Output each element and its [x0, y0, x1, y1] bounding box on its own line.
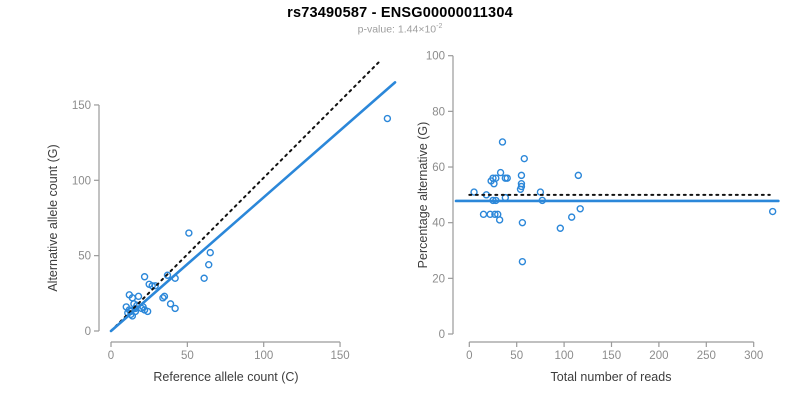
- svg-text:150: 150: [602, 350, 621, 362]
- left-x-axis-title: Reference allele count (C): [153, 370, 299, 384]
- plot-title: rs73490587 - ENSG00000011304: [287, 5, 513, 21]
- svg-text:150: 150: [72, 100, 91, 112]
- svg-text:100: 100: [555, 350, 574, 362]
- svg-text:60: 60: [432, 162, 445, 174]
- right-scatter-panel: 0 50 100 150 200 250 300 0 20 40 60 80 100: [426, 51, 780, 362]
- pvalue-mantissa: 1.44×10: [397, 23, 437, 36]
- left-y-axis-title: Alternative allele count (G): [46, 144, 60, 292]
- svg-text:40: 40: [432, 218, 445, 230]
- svg-text:0: 0: [439, 329, 445, 341]
- left-scatter-panel: 0 50 100 150 0 50 100 150: [72, 60, 397, 362]
- svg-text:50: 50: [181, 350, 194, 362]
- pvalue-exponent: -2: [436, 23, 443, 30]
- svg-text:200: 200: [649, 350, 668, 362]
- pvalue-label: p-value:: [357, 23, 395, 36]
- svg-text:50: 50: [510, 350, 523, 362]
- svg-text:50: 50: [78, 251, 91, 263]
- pvalue-subtitle: p-value: 1.44×10-2: [0, 23, 800, 36]
- svg-text:150: 150: [330, 350, 349, 362]
- right-y-axis-title: Percentage alternative (G): [416, 121, 430, 269]
- svg-text:20: 20: [432, 273, 445, 285]
- svg-text:100: 100: [72, 175, 91, 187]
- svg-text:250: 250: [697, 350, 716, 362]
- svg-text:300: 300: [744, 350, 763, 362]
- svg-text:100: 100: [254, 350, 273, 362]
- svg-text:0: 0: [466, 350, 472, 362]
- svg-text:0: 0: [85, 326, 91, 338]
- svg-text:80: 80: [432, 106, 445, 118]
- svg-text:100: 100: [426, 51, 445, 63]
- svg-text:0: 0: [108, 350, 114, 362]
- right-x-axis-title: Total number of reads: [550, 370, 672, 384]
